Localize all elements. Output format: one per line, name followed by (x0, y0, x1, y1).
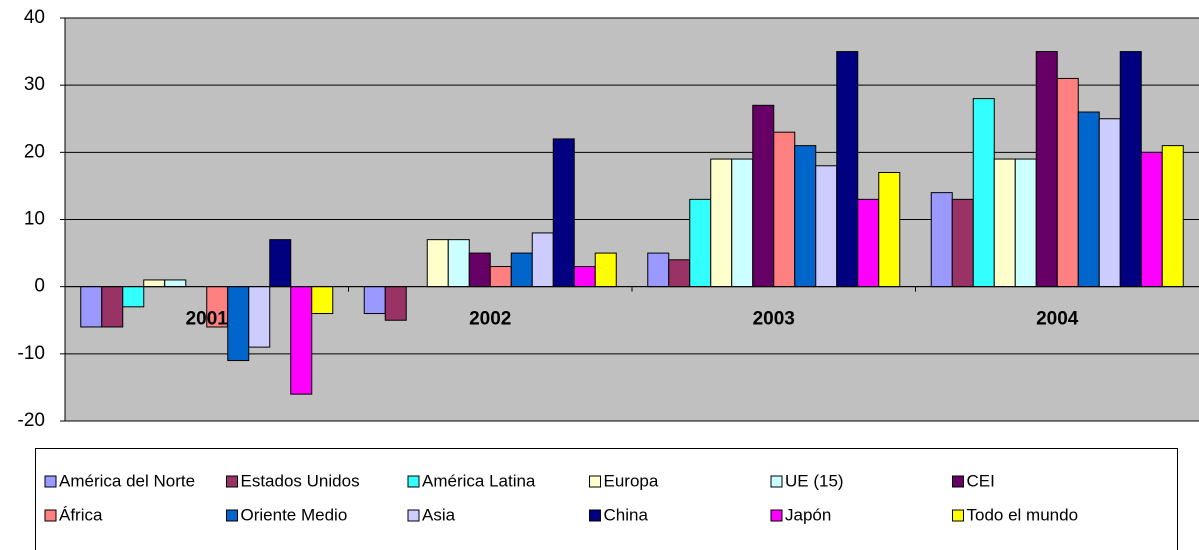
bar (531, 232, 554, 288)
bar (1035, 51, 1058, 288)
legend-label: Asia (422, 505, 456, 524)
legend-swatch (589, 475, 601, 488)
bar (815, 165, 838, 288)
bar (794, 145, 817, 288)
y-tick-label: 30 (24, 74, 45, 95)
bar (773, 131, 796, 288)
legend-label: Todo el mundo (967, 505, 1079, 524)
bar (552, 138, 575, 288)
bar (710, 158, 733, 288)
y-tick-label: 0 (34, 276, 45, 297)
y-tick-label: 20 (24, 141, 45, 162)
y-tick-label: 40 (24, 7, 45, 28)
legend-swatch (770, 475, 783, 488)
bar (101, 286, 124, 328)
legend-swatch (226, 475, 238, 488)
bar (122, 286, 145, 308)
bar (426, 239, 449, 288)
legend-swatch (770, 509, 783, 522)
legend-label: UE (15) (785, 471, 844, 490)
legend-label: China (604, 505, 649, 524)
bar (647, 252, 670, 288)
bar (227, 286, 250, 362)
bar (468, 252, 491, 288)
bar (269, 239, 292, 288)
legend-swatch (589, 509, 601, 522)
bar (857, 198, 880, 288)
legend-label: Oriente Medio (241, 505, 348, 524)
bar (752, 104, 775, 288)
bar (878, 171, 901, 288)
bar (993, 158, 1016, 288)
bar (164, 279, 187, 288)
bar (930, 192, 953, 288)
bar (1140, 151, 1163, 288)
legend-label: América del Norte (59, 471, 195, 490)
bar (1056, 77, 1079, 288)
bar (447, 239, 470, 288)
legend-swatch (407, 509, 420, 522)
bar (573, 266, 596, 288)
bar (489, 266, 512, 288)
x-tick-label: 2003 (753, 309, 795, 330)
legend-label: Europa (604, 471, 659, 490)
bar (972, 98, 995, 288)
bar (689, 198, 712, 288)
y-tick-label: 10 (24, 209, 45, 230)
legend-swatch (44, 509, 57, 522)
y-tick-label: -10 (18, 343, 45, 364)
legend-swatch (44, 475, 57, 488)
bar (594, 252, 617, 288)
legend-label: África (59, 505, 103, 524)
bar (510, 252, 533, 288)
bar (363, 286, 386, 315)
bar (1014, 158, 1037, 288)
legend-swatch (226, 509, 238, 522)
bar (668, 259, 691, 288)
legend-swatch (952, 509, 964, 522)
bar (384, 286, 407, 321)
bar (80, 286, 103, 328)
bar (1077, 111, 1100, 288)
bar (143, 279, 166, 288)
x-tick-label: 2004 (1036, 309, 1079, 330)
legend-box (35, 448, 1178, 550)
bar (311, 286, 334, 315)
legend-label: América Latina (422, 471, 536, 490)
bar (248, 286, 271, 348)
bar (1098, 118, 1121, 288)
legend-label: Estados Unidos (241, 471, 360, 490)
bar (1161, 145, 1184, 288)
x-tick-label: 2001 (186, 309, 229, 330)
bar (836, 51, 859, 288)
x-tick-label: 2002 (469, 309, 511, 330)
bar (731, 158, 754, 288)
legend-label: CEI (967, 471, 995, 490)
bar (290, 286, 313, 395)
legend-swatch (952, 475, 964, 488)
y-tick-label: -20 (18, 410, 45, 431)
bar (951, 198, 974, 288)
bar (1119, 51, 1142, 288)
legend-label: Japón (785, 505, 831, 524)
legend-swatch (407, 475, 420, 488)
